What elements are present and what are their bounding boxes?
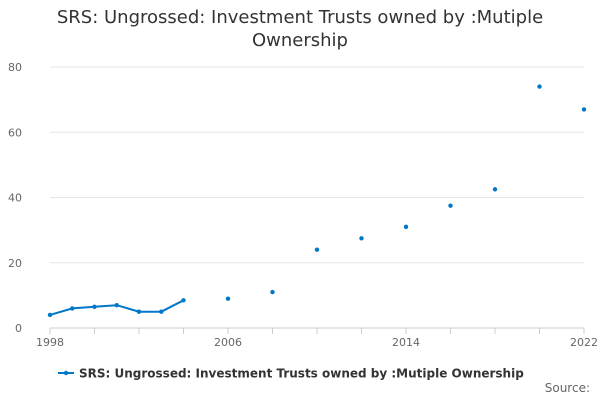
data-point[interactable]: [92, 304, 97, 309]
y-tick-label: 80: [8, 61, 22, 74]
data-point[interactable]: [448, 203, 453, 208]
data-point[interactable]: [270, 289, 275, 295]
series-line: [49, 299, 184, 316]
series-layer: [47, 84, 587, 318]
data-point[interactable]: [47, 312, 53, 318]
data-point[interactable]: [359, 236, 364, 241]
y-tick-label: 40: [8, 192, 22, 205]
x-axis: 1998 2006 2014 2022: [36, 327, 598, 349]
y-tick-label: 20: [8, 257, 22, 270]
data-point[interactable]: [70, 306, 75, 311]
legend-point-symbol: [63, 370, 69, 376]
legend: SRS: Ungrossed: Investment Trusts owned …: [58, 367, 524, 381]
data-point[interactable]: [225, 296, 231, 301]
gridlines: [50, 66, 584, 264]
data-point[interactable]: [314, 247, 320, 252]
data-point[interactable]: [537, 84, 542, 89]
data-point[interactable]: [181, 298, 186, 303]
data-point[interactable]: [159, 309, 164, 314]
x-tick-label: 1998: [36, 336, 64, 349]
x-tick-label: 2022: [570, 336, 598, 349]
data-point[interactable]: [492, 187, 498, 192]
data-point[interactable]: [114, 302, 119, 308]
y-axis-ticks: 0 20 40 60 80: [8, 61, 22, 335]
x-tick-label: 2014: [392, 336, 420, 349]
data-point[interactable]: [136, 309, 142, 314]
y-tick-label: 60: [8, 126, 22, 139]
source-label: Source:: [544, 381, 590, 395]
x-tick-label: 2006: [214, 336, 242, 349]
chart-title: SRS: Ungrossed: Investment Trusts owned …: [56, 7, 544, 51]
data-point[interactable]: [403, 224, 409, 230]
legend-label[interactable]: SRS: Ungrossed: Investment Trusts owned …: [79, 367, 524, 381]
y-tick-label: 0: [15, 322, 22, 335]
data-point[interactable]: [581, 107, 587, 112]
